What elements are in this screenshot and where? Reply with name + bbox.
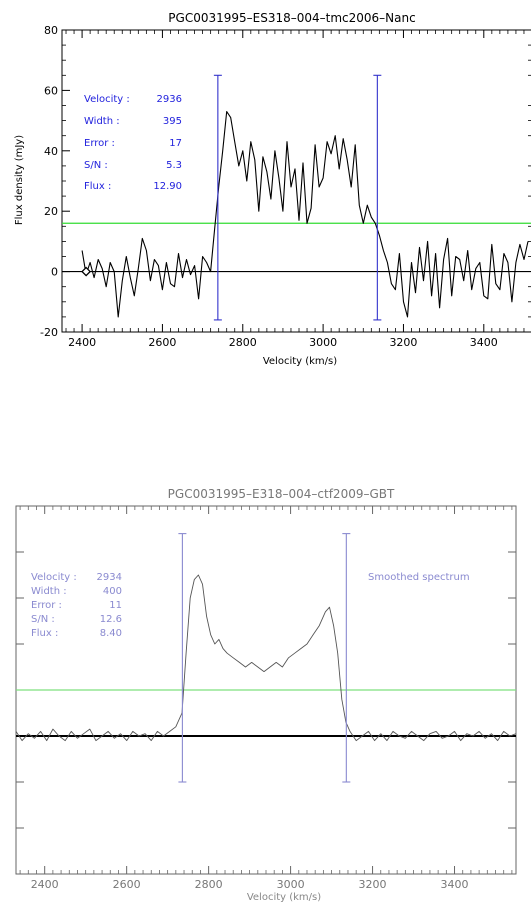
- chart-2-smoothed-spectrum-note: Smoothed spectrum: [368, 572, 470, 583]
- chart-1-y-tick-label: 40: [44, 145, 58, 158]
- chart-2-annotation-flux-value: 8.40: [100, 628, 122, 639]
- chart-2-annotation-width-label: Width :: [31, 586, 67, 597]
- chart-1-x-tick-label: 2800: [229, 336, 257, 349]
- chart-2-x-tick-label: 2400: [31, 878, 59, 891]
- chart-1-y-tick-label: 80: [44, 24, 58, 37]
- chart-1-x-tick-label: 3000: [309, 336, 337, 349]
- chart-2-annotation-sn-label: S/N :: [31, 614, 55, 625]
- chart-1-annotation-velocity-label: Velocity :: [84, 94, 130, 105]
- chart-1-y-axis-label: Flux density (mJy): [14, 135, 25, 225]
- chart-1-minor-ticks: [62, 30, 531, 332]
- chart-1-annotation: Velocity : Width : Error : S/N : Flux : …: [84, 94, 182, 192]
- chart-2-x-tick-label: 3400: [441, 878, 469, 891]
- chart-2-annotation: Velocity : Width : Error : S/N : Flux : …: [31, 572, 470, 639]
- chart-1-title: PGC0031995–ES318–004–tmc2006–Nanc: [168, 11, 415, 25]
- chart-1-annotation-sn-value: 5.3: [166, 160, 182, 171]
- chart-1-series: [62, 74, 531, 321]
- chart-2-x-tick-label: 3000: [277, 878, 305, 891]
- chart-1-annotation-width-value: 395: [163, 116, 182, 127]
- chart-1-y-tick-label: 20: [44, 205, 58, 218]
- chart-2-series: [15, 533, 517, 783]
- chart-1-y-ticks: -20 0 20 40 60 80: [40, 24, 70, 339]
- chart-1-annotation-flux-value: 12.90: [153, 181, 182, 192]
- chart-1-y-tick-label: -20: [40, 326, 58, 339]
- chart-1-x-tick-label: 2400: [68, 336, 96, 349]
- chart-1-y-tick-label: 60: [44, 84, 58, 97]
- chart-1-x-axis-label: Velocity (km/s): [263, 356, 337, 367]
- chart-1-x-tick-label: 3400: [470, 336, 498, 349]
- chart-1-annotation-error-value: 17: [169, 138, 182, 149]
- chart-1-start-marker: [81, 266, 92, 277]
- chart-1-annotation-width-label: Width :: [84, 116, 120, 127]
- chart-2-annotation-sn-value: 12.6: [100, 614, 122, 625]
- chart-2-minor-ticks: [16, 505, 516, 875]
- chart-1-x-ticks: 2400 2600 2800 3000 3200 3400: [68, 30, 498, 349]
- chart-2-annotation-flux-label: Flux :: [31, 628, 58, 639]
- chart-2-annotation-width-value: 400: [103, 586, 122, 597]
- chart-2-title: PGC0031995–E318–004–ctf2009–GBT: [168, 487, 395, 501]
- chart-1-x-tick-label: 3200: [389, 336, 417, 349]
- chart-1-annotation-sn-label: S/N :: [84, 160, 108, 171]
- chart-2-x-tick-label: 2600: [113, 878, 141, 891]
- chart-1-annotation-velocity-value: 2936: [157, 94, 182, 105]
- chart-2-x-ticks: 2400 2600 2800 3000 3200 3400: [31, 506, 469, 891]
- chart-2-x-axis-label: Velocity (km/s): [247, 892, 321, 903]
- chart-2-x-tick-label: 3200: [359, 878, 387, 891]
- chart-2-annotation-error-value: 11: [109, 600, 122, 611]
- chart-2-annotation-error-label: Error :: [31, 600, 62, 611]
- chart-1-x-tick-label: 2600: [148, 336, 176, 349]
- chart-2-spectrum-line: [15, 574, 517, 742]
- chart-1-annotation-flux-label: Flux :: [84, 181, 111, 192]
- chart-2-x-tick-label: 2800: [195, 878, 223, 891]
- chart-1-annotation-error-label: Error :: [84, 138, 115, 149]
- chart-2-annotation-velocity-label: Velocity :: [31, 572, 77, 583]
- chart-2: PGC0031995–E318–004–ctf2009–GBT 2400 2600…: [15, 487, 517, 903]
- chart-1-y-tick-label: 0: [51, 266, 58, 279]
- chart-1: PGC0031995–ES318–004–tmc2006–Nanc 2400 26…: [14, 11, 531, 367]
- chart-2-annotation-velocity-value: 2934: [97, 572, 122, 583]
- chart-1-spectrum-line: [81, 110, 529, 318]
